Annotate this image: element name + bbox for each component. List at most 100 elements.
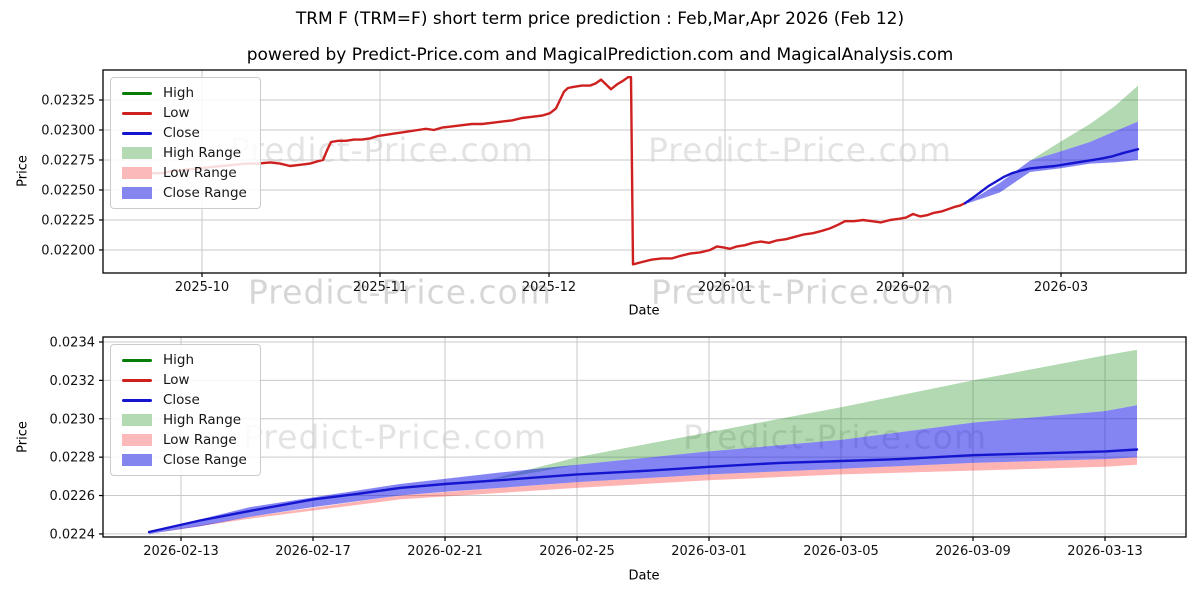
y-tick-label: 0.02300	[41, 123, 95, 138]
chart-title: TRM F (TRM=F) short term price predictio…	[295, 9, 905, 29]
y-tick-label: 0.02275	[41, 153, 95, 168]
swatch-color	[121, 378, 152, 382]
legend-item-close: Close	[121, 124, 247, 142]
legend-line-swatch	[121, 131, 152, 135]
swatch-color	[121, 187, 152, 199]
legend-item-close-range: Close Range	[121, 451, 247, 469]
legend-label: Close Range	[163, 452, 247, 468]
y-tick-label: 0.02200	[41, 243, 95, 258]
x-tick-label: 2026-02-21	[407, 544, 483, 559]
band-close-range	[968, 121, 1138, 204]
legend-item-high-range: High Range	[121, 411, 247, 429]
x-tick-label: 2026-01	[698, 280, 752, 295]
legend-label: Close	[163, 392, 200, 408]
y-tick-label: 0.0224	[50, 527, 96, 542]
x-tick-label: 2026-03	[1034, 280, 1088, 295]
x-axis-label-history: Date	[628, 303, 660, 319]
legend-patch-swatch	[121, 454, 152, 466]
legend-history: High Low Close High Range Low Range Close Ran…	[110, 77, 261, 209]
x-tick-label: 2025-12	[522, 280, 576, 295]
legend-label: Low Range	[163, 165, 237, 181]
x-tick-label: 2026-03-13	[1067, 544, 1143, 559]
legend-label: Close	[163, 125, 200, 141]
y-tick-label: 0.02325	[41, 93, 95, 108]
y-tick-label: 0.0230	[50, 412, 96, 427]
legend-item-high: High	[121, 84, 247, 102]
legend-line-swatch	[121, 378, 152, 382]
legend-item-low-range: Low Range	[121, 431, 247, 449]
swatch-color	[121, 147, 152, 159]
swatch-color	[121, 358, 152, 362]
x-tick-label: 2026-02-17	[275, 544, 351, 559]
legend-item-high: High	[121, 351, 247, 369]
plot-border	[102, 336, 1187, 538]
x-tick-label: 2025-11	[353, 280, 407, 295]
legend-patch-swatch	[121, 187, 152, 199]
history-chart-group: 2025-10 2025-11 2025-12 2026-01 2026-02 2026-…	[41, 69, 1187, 295]
y-tick-label: 0.0234	[50, 335, 96, 350]
legend-patch-swatch	[121, 414, 152, 426]
legend-patch-swatch	[121, 167, 152, 179]
y-axis-label-prediction: Price	[15, 421, 31, 453]
x-tick-label: 2026-02-25	[539, 544, 615, 559]
legend-patch-swatch	[121, 147, 152, 159]
x-tick-label: 2026-02-13	[143, 544, 219, 559]
y-tick-label: 0.02250	[41, 183, 95, 198]
legend-label: High Range	[163, 412, 242, 428]
swatch-color	[121, 111, 152, 115]
band-close-range	[149, 405, 1137, 534]
y-tick-label: 0.0232	[50, 374, 96, 389]
y-axis-label-history: Price	[15, 155, 31, 187]
watermark-bottom-left: Predict-Price.com	[242, 417, 548, 457]
x-tick-label: 2026-03-05	[803, 544, 879, 559]
legend-item-low: Low	[121, 371, 247, 389]
watermark-mid-left: Predict-Price.com	[247, 272, 553, 312]
legend-label: High Range	[163, 145, 242, 161]
series-close-line	[963, 148, 1140, 205]
swatch-color	[121, 91, 152, 95]
swatch-color	[121, 167, 152, 179]
band-high-range	[480, 349, 1137, 483]
swatch-color	[121, 414, 152, 426]
legend-prediction: High Low Close High Range Low Range Close Ran…	[110, 344, 261, 476]
legend-label: Low	[163, 372, 190, 388]
legend-line-swatch	[121, 358, 152, 362]
legend-line-swatch	[121, 91, 152, 95]
x-tick-label: 2025-10	[175, 280, 229, 295]
series-close-line	[147, 448, 1139, 534]
swatch-color	[121, 434, 152, 446]
legend-item-close-range: Close Range	[121, 184, 247, 202]
legend-item-low: Low	[121, 104, 247, 122]
legend-label: High	[163, 85, 195, 101]
prediction-chart-group: 2026-02-13 2026-02-17 2026-02-21 2026-02-25…	[50, 335, 1187, 559]
x-axis-label-prediction: Date	[628, 568, 660, 584]
legend-patch-swatch	[121, 434, 152, 446]
legend-line-swatch	[121, 398, 152, 402]
legend-item-close: Close	[121, 391, 247, 409]
swatch-color	[121, 454, 152, 466]
x-tick-label: 2026-03-01	[671, 544, 747, 559]
legend-label: Low Range	[163, 432, 237, 448]
legend-item-low-range: Low Range	[121, 164, 247, 182]
x-tick-label: 2026-02	[876, 280, 930, 295]
x-tick-label: 2026-03-09	[935, 544, 1011, 559]
legend-label: Close Range	[163, 185, 247, 201]
y-tick-label: 0.0228	[50, 451, 96, 466]
watermark-mid-right: Predict-Price.com	[650, 272, 956, 312]
band-low-range	[149, 457, 1137, 534]
legend-label: Low	[163, 105, 190, 121]
series-low-line	[148, 76, 967, 266]
chart-subtitle: powered by Predict-Price.com and Magical…	[246, 45, 954, 65]
legend-label: High	[163, 352, 195, 368]
plot-border	[102, 69, 1187, 274]
y-tick-label: 0.0226	[50, 489, 96, 504]
band-high-range	[1005, 85, 1138, 177]
swatch-color	[121, 131, 152, 135]
y-tick-label: 0.02225	[41, 213, 95, 228]
swatch-color	[121, 398, 152, 402]
legend-line-swatch	[121, 111, 152, 115]
legend-item-high-range: High Range	[121, 144, 247, 162]
watermark-top-right: Predict-Price.com	[647, 130, 953, 170]
